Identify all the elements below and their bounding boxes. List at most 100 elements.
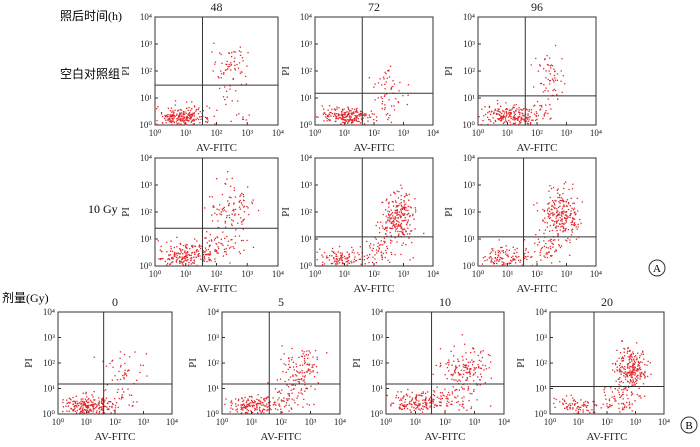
- scatter-point: [622, 360, 624, 362]
- scatter-point: [560, 214, 562, 216]
- scatter-point: [374, 254, 376, 256]
- plot-title: 10: [439, 295, 451, 309]
- scatter-point: [223, 209, 226, 211]
- scatter-point: [236, 63, 238, 66]
- scatter-point: [362, 114, 364, 116]
- x-tick-label: 10¹: [573, 417, 585, 427]
- scatter-point: [396, 205, 399, 207]
- scatter-point: [121, 396, 123, 398]
- scatter-point: [405, 192, 407, 195]
- scatter-point: [569, 214, 571, 217]
- scatter-point: [401, 399, 403, 401]
- scatter-point: [528, 116, 531, 118]
- scatter-point: [631, 358, 633, 361]
- y-tick-label: 10⁴: [463, 153, 475, 163]
- scatter-point: [447, 394, 449, 396]
- scatter-point: [384, 104, 386, 106]
- scatter-point: [425, 405, 428, 407]
- scatter-point: [385, 73, 387, 75]
- y-axis-label: PI: [280, 66, 292, 76]
- scatter-point: [528, 118, 530, 120]
- scatter-point: [398, 90, 400, 92]
- scatter-point: [241, 404, 244, 407]
- scatter-point: [466, 409, 468, 411]
- scatter-point: [298, 382, 301, 385]
- plot-frame: [385, 311, 505, 415]
- scatter-point: [501, 264, 503, 266]
- scatter-point: [448, 361, 450, 363]
- scatter-point: [189, 115, 191, 117]
- x-tick-label: 10⁴: [427, 269, 439, 279]
- scatter-point: [274, 388, 277, 390]
- scatter-point: [347, 121, 349, 123]
- scatter-point: [179, 243, 182, 245]
- scatter-point: [186, 107, 188, 109]
- scatter-point: [224, 220, 226, 222]
- scatter-point: [411, 241, 413, 244]
- scatter-point: [381, 258, 383, 261]
- scatter-point: [188, 112, 191, 114]
- scatter-point: [185, 124, 187, 126]
- scatter-point: [387, 259, 389, 261]
- scatter-point: [231, 213, 233, 215]
- scatter-point: [173, 246, 175, 249]
- scatter-point: [336, 113, 338, 115]
- scatter-point: [580, 222, 582, 224]
- scatter-point: [403, 234, 405, 236]
- scatter-point: [640, 368, 642, 371]
- scatter-point: [556, 208, 558, 210]
- scatter-point: [643, 358, 645, 360]
- scatter-point: [338, 114, 340, 116]
- scatter-point: [290, 407, 292, 409]
- scatter-point: [225, 251, 227, 253]
- scatter-point: [620, 395, 622, 397]
- scatter-point: [179, 261, 181, 263]
- scatter-point: [360, 110, 362, 112]
- scatter-point: [205, 237, 207, 239]
- scatter-point: [402, 229, 404, 231]
- scatter-point: [298, 381, 301, 383]
- scatter-point: [613, 395, 615, 397]
- scatter-point: [206, 105, 208, 107]
- scatter-point: [385, 226, 387, 229]
- scatter-point: [556, 220, 558, 222]
- panel-b-badge: B: [680, 416, 698, 434]
- scatter-point: [529, 122, 532, 124]
- scatter-point: [612, 369, 614, 371]
- scatter-point: [565, 239, 567, 241]
- scatter-point: [402, 214, 404, 216]
- scatter-point: [74, 410, 76, 412]
- scatter-point: [397, 220, 399, 222]
- scatter-point: [232, 209, 234, 211]
- scatter-point: [564, 407, 566, 410]
- scatter-point: [326, 255, 328, 257]
- scatter-point: [422, 392, 424, 395]
- scatter-point: [301, 393, 304, 395]
- scatter-point: [178, 122, 180, 124]
- scatter-point: [84, 408, 86, 411]
- scatter-point: [204, 251, 206, 253]
- scatter-point: [604, 387, 606, 389]
- scatter-point: [241, 83, 243, 86]
- scatter-point: [636, 342, 638, 344]
- scatter-point: [395, 201, 397, 204]
- scatter-point: [461, 405, 463, 407]
- scatter-point: [418, 403, 420, 405]
- scatter-point: [247, 398, 249, 400]
- scatter-point: [93, 399, 95, 401]
- scatter-point: [200, 116, 202, 118]
- scatter-point: [430, 396, 432, 398]
- scatter-point: [245, 83, 247, 85]
- scatter-point: [576, 407, 578, 409]
- scatter-point: [525, 116, 528, 118]
- scatter-point: [487, 112, 489, 114]
- scatter-point: [393, 224, 395, 226]
- scatter-point: [608, 406, 610, 408]
- scatter-point: [560, 199, 562, 202]
- scatter-point: [191, 114, 194, 116]
- scatter-point: [508, 111, 510, 113]
- scatter-point: [557, 206, 560, 209]
- scatter-point: [231, 219, 233, 221]
- scatter-point: [638, 395, 640, 397]
- scatter-point: [242, 116, 244, 118]
